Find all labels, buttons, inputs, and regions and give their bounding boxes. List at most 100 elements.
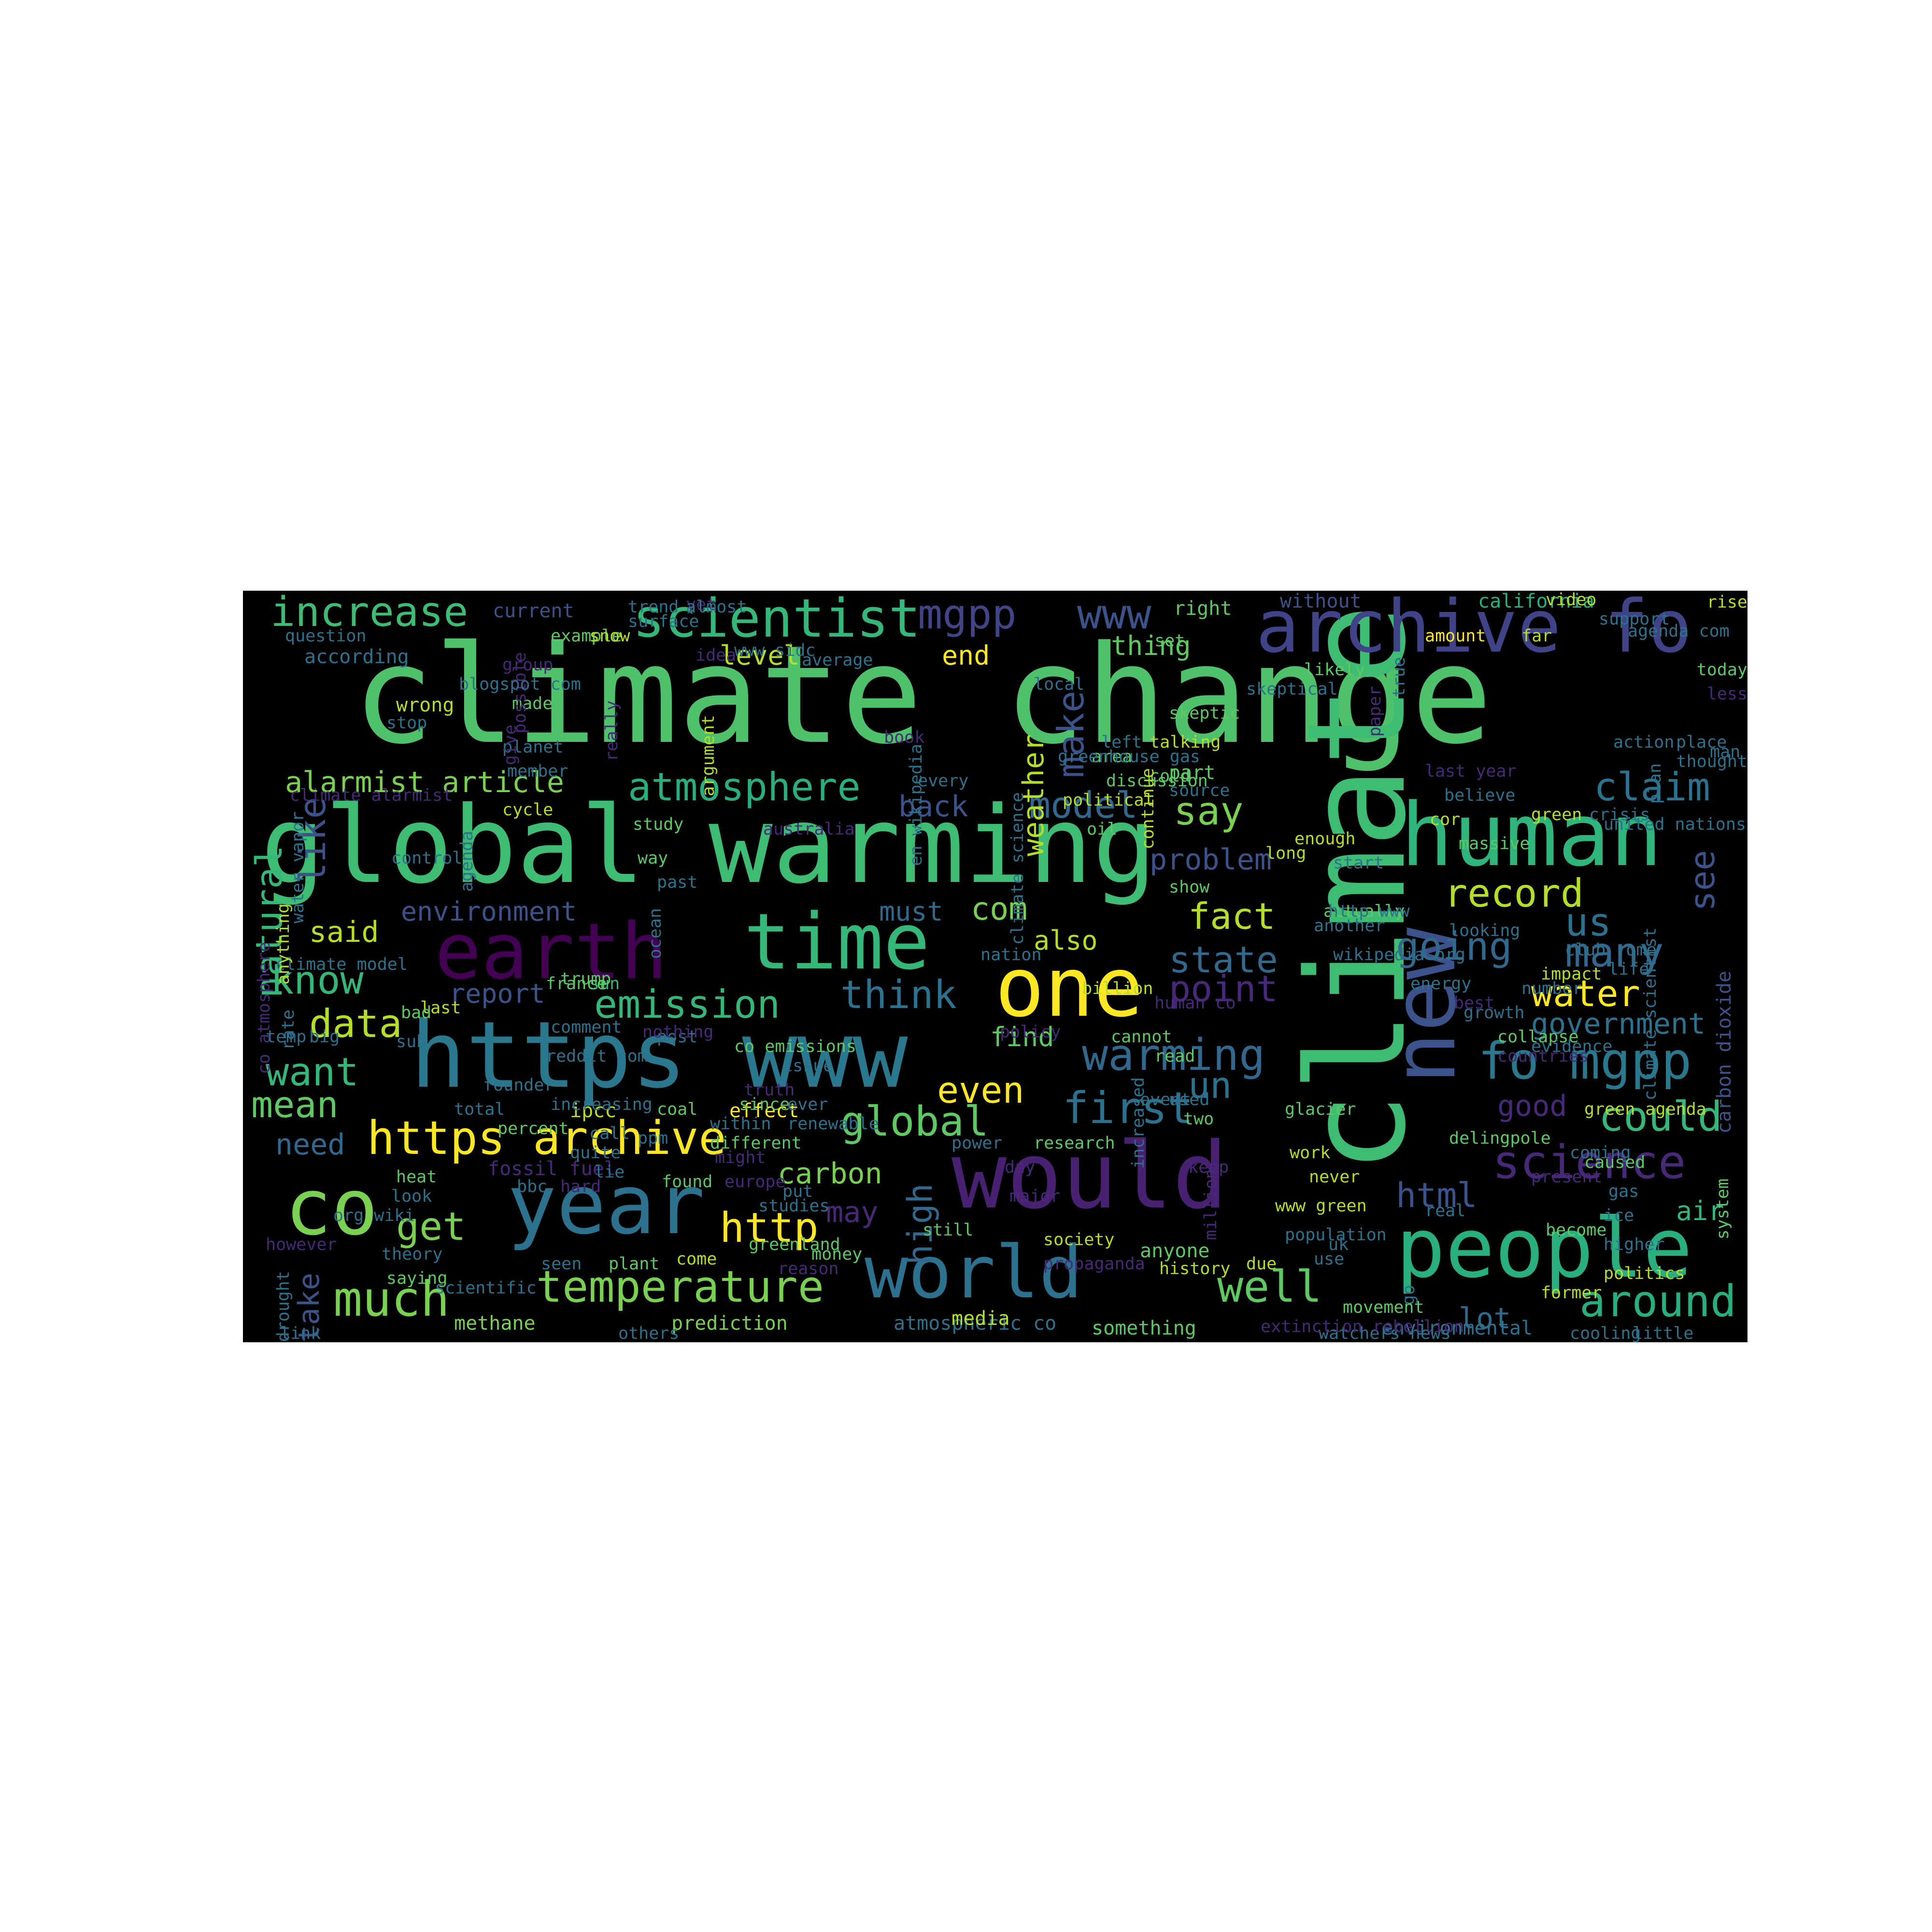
word-https-www: https www xyxy=(411,1002,908,1108)
word-big: big xyxy=(309,1027,340,1047)
word-global-warming: global warming xyxy=(261,783,1157,907)
word-become: become xyxy=(1546,1221,1607,1240)
word-reddit-com: reddit com xyxy=(546,1047,648,1066)
word-question: question xyxy=(285,626,367,646)
word-today: today xyxy=(1696,660,1747,680)
word-history: history xyxy=(1159,1259,1231,1279)
word-collapse: collapse xyxy=(1497,1027,1579,1047)
word-man: man xyxy=(1710,742,1741,762)
word-quite: quite xyxy=(570,1143,621,1163)
word-argument: argument xyxy=(699,715,718,796)
word-ppm: ppm xyxy=(638,1129,668,1148)
word-read: read xyxy=(1154,1047,1195,1066)
word-come: come xyxy=(676,1250,717,1269)
word-however: however xyxy=(266,1235,337,1254)
word-major: major xyxy=(1009,1187,1061,1206)
word-comment: comment xyxy=(551,1018,622,1037)
word-cooling: cooling xyxy=(1570,1324,1641,1342)
word-nothing: nothing xyxy=(642,1023,714,1042)
word-around: around xyxy=(1579,1276,1737,1327)
word-propaganda: propaganda xyxy=(1043,1254,1145,1274)
word-nation: nation xyxy=(980,945,1042,965)
word-stop: stop xyxy=(386,713,427,733)
word-human-co: human co xyxy=(1154,994,1236,1013)
word-report: report xyxy=(449,978,545,1009)
word-lie: lie xyxy=(594,1163,625,1182)
word-emission: emission xyxy=(594,982,781,1027)
word-every: every xyxy=(918,771,969,791)
word-coming: coming xyxy=(1570,1143,1631,1163)
word-might: might xyxy=(715,1148,766,1167)
word-money: money xyxy=(811,1245,863,1264)
word-wikipedia-org: wikipedia org xyxy=(1333,945,1465,965)
word-founder: founder xyxy=(483,1076,554,1095)
word-due: due xyxy=(1246,1254,1277,1274)
word-blogspot-com: blogspot com xyxy=(459,675,581,694)
word-look: look xyxy=(391,1187,432,1206)
word-time: time xyxy=(744,896,930,987)
word-percent: percent xyxy=(497,1119,569,1138)
word-theory: theory xyxy=(382,1245,443,1264)
word-cannot: cannot xyxy=(1111,1027,1172,1047)
word-keep: keep xyxy=(1188,1158,1229,1177)
word-un: un xyxy=(1188,1064,1232,1107)
word-think: think xyxy=(840,972,957,1017)
word-yet: yet xyxy=(686,595,717,614)
word-thing: thing xyxy=(1111,630,1191,661)
word-bad: bad xyxy=(401,1003,432,1023)
word-far: far xyxy=(1521,626,1552,646)
word-co-emissions: co emissions xyxy=(734,1037,856,1056)
word-green: green xyxy=(1531,805,1582,824)
word-coal: coal xyxy=(657,1100,698,1119)
word-first: first xyxy=(1063,1083,1193,1134)
word-crisis: crisis xyxy=(1589,805,1650,824)
word-also: also xyxy=(1034,925,1098,956)
word-fossil-fuel: fossil fuel xyxy=(488,1158,616,1180)
word-want: want xyxy=(266,1050,359,1094)
word-studies: studies xyxy=(758,1196,830,1216)
word-government: government xyxy=(1531,1007,1706,1041)
word-record: record xyxy=(1444,871,1584,916)
word-since: since xyxy=(739,1095,790,1114)
word-found: found xyxy=(662,1172,713,1192)
word-talking: talking xyxy=(1150,733,1221,752)
word-population: population xyxy=(1285,1225,1387,1245)
word-france: france xyxy=(546,974,607,994)
word-prediction: prediction xyxy=(671,1312,788,1335)
word-action: action xyxy=(1613,733,1675,752)
word-idea: idea xyxy=(696,646,737,665)
word-research: research xyxy=(1034,1134,1115,1153)
word-ipcc: ipcc xyxy=(570,1100,617,1122)
word-claim: claim xyxy=(1594,765,1710,810)
word-without: without xyxy=(1280,591,1362,612)
word-book: book xyxy=(884,728,925,747)
word-http: http xyxy=(720,1204,819,1252)
word-never: never xyxy=(1309,1167,1360,1187)
word-end: end xyxy=(942,640,990,671)
word-united-nations: united nations xyxy=(1604,815,1747,834)
word-temperature: temperature xyxy=(536,1262,824,1312)
word-long: long xyxy=(1265,844,1307,863)
word-https-archive: https archive xyxy=(367,1112,726,1165)
word-planet: planet xyxy=(502,738,564,757)
word-see: see xyxy=(1683,850,1722,911)
word-model: model xyxy=(1029,784,1138,826)
word-europe: europe xyxy=(724,1172,786,1192)
word-anything: anything xyxy=(274,903,293,985)
word-warming: warming xyxy=(1082,1030,1265,1080)
word-www-sidc: www sidc xyxy=(734,641,816,660)
word-greenhouse-gas: greenhouse gas xyxy=(1058,747,1201,767)
word-way: way xyxy=(638,849,668,868)
word-true: true xyxy=(1390,657,1409,698)
word-level: level xyxy=(720,640,800,671)
word-evidence: evidence xyxy=(1531,1037,1613,1056)
word-club-rome: club rome xyxy=(1565,940,1657,960)
word-call: call xyxy=(589,1124,630,1143)
word-two: two xyxy=(1183,1109,1214,1129)
word-gas: gas xyxy=(1608,1182,1639,1201)
word-wrong: wrong xyxy=(396,694,455,716)
word-ocean: ocean xyxy=(646,908,665,959)
word-would: would xyxy=(952,1122,1228,1229)
word-need: need xyxy=(275,1128,345,1162)
word-know: know xyxy=(270,958,364,1003)
